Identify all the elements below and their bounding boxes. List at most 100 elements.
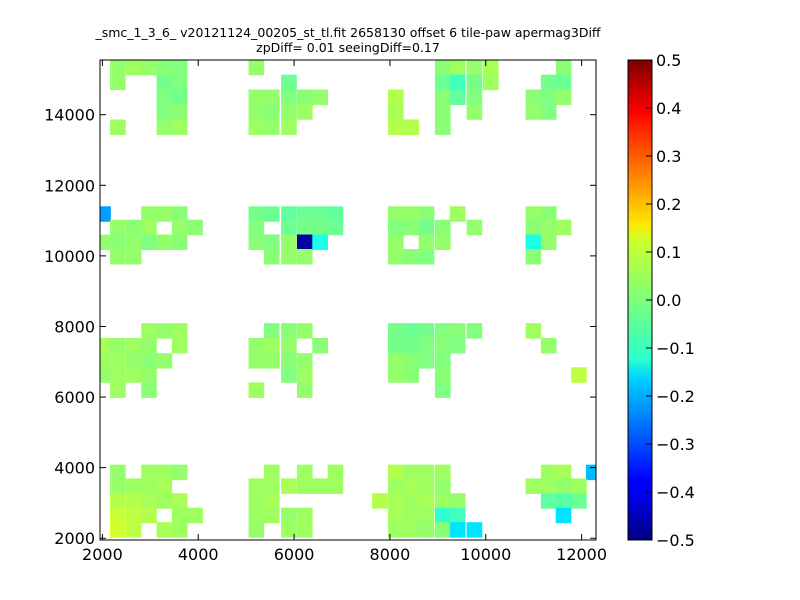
heatmap-cell bbox=[449, 89, 466, 105]
heatmap-cell bbox=[263, 478, 280, 494]
heatmap-cell bbox=[482, 60, 499, 76]
heatmap-cell bbox=[171, 89, 188, 105]
heatmap-cell bbox=[248, 119, 265, 135]
heatmap-cell bbox=[110, 119, 126, 135]
heatmap-cell bbox=[327, 219, 344, 236]
x-tick-label: 4000 bbox=[178, 545, 219, 564]
heatmap-cell bbox=[156, 234, 173, 251]
heatmap-cell bbox=[312, 337, 328, 354]
heatmap-cell bbox=[248, 219, 265, 236]
heatmap-cell bbox=[466, 323, 483, 339]
heatmap-cell bbox=[156, 60, 173, 76]
colorbar-labels: 0.5 0.4 0.3 0.2 0.1 0.0 −0.1 −0.2 −0.3 −… bbox=[656, 51, 695, 550]
y-tick-label: 6000 bbox=[54, 388, 95, 407]
heatmap-cell bbox=[156, 104, 173, 120]
heatmap-cell bbox=[434, 74, 451, 91]
heatmap-cell bbox=[281, 323, 297, 339]
heatmap-cell bbox=[466, 60, 483, 76]
heatmap-cell bbox=[171, 74, 188, 91]
heatmap-cell bbox=[555, 493, 572, 509]
chart-title: _smc_1_3_6_ v20121124_00205_st_tl.fit 26… bbox=[94, 25, 600, 40]
plot-frame bbox=[99, 59, 597, 541]
heatmap-cell bbox=[555, 60, 572, 76]
heatmap-cell bbox=[403, 119, 419, 135]
heatmap-cell bbox=[263, 323, 280, 339]
heatmap-cell bbox=[327, 464, 344, 481]
heatmap-cell bbox=[466, 104, 483, 120]
y-tick-label: 2000 bbox=[54, 529, 95, 548]
heatmap-cell bbox=[296, 464, 313, 481]
heatmap-cell bbox=[296, 206, 313, 222]
heatmap-cell bbox=[449, 522, 466, 538]
heatmap-cell bbox=[171, 119, 188, 135]
heatmap-cell bbox=[171, 60, 188, 76]
heatmap-cell bbox=[555, 219, 572, 236]
heatmap-cell bbox=[281, 104, 297, 120]
chart-subtitle: zpDiff= 0.01 seeingDiff=0.17 bbox=[256, 40, 440, 55]
heatmap-cell bbox=[388, 234, 404, 251]
heatmap-cell bbox=[263, 119, 280, 135]
heatmap-cell bbox=[571, 493, 587, 509]
heatmap-cell bbox=[156, 353, 173, 369]
heatmap-cell bbox=[312, 206, 328, 222]
heatmap-cell bbox=[281, 219, 297, 236]
heatmap-cell bbox=[434, 353, 451, 369]
heatmap-cell bbox=[110, 337, 126, 354]
heatmap-cell bbox=[388, 507, 404, 524]
heatmap-cell bbox=[263, 464, 280, 481]
heatmap-cell bbox=[141, 337, 157, 354]
heatmap-cell bbox=[296, 234, 313, 251]
heatmap-cell bbox=[388, 104, 404, 120]
heatmap-cell bbox=[434, 219, 451, 236]
heatmap-cell bbox=[434, 337, 451, 354]
colorbar-tick-label: −0.1 bbox=[656, 339, 695, 358]
heatmap-cell bbox=[434, 234, 451, 251]
heatmap-cell bbox=[141, 367, 157, 383]
heatmap-cell bbox=[100, 337, 111, 354]
heatmap-cell bbox=[125, 478, 142, 494]
heatmap-cell bbox=[156, 493, 173, 509]
heatmap-cell bbox=[125, 337, 142, 354]
heatmap-cell bbox=[263, 493, 280, 509]
heatmap-cell bbox=[388, 353, 404, 369]
heatmap-cell bbox=[110, 464, 126, 481]
heatmap-cell bbox=[540, 74, 557, 91]
heatmap-cell bbox=[449, 60, 466, 76]
heatmap-cell bbox=[540, 337, 557, 354]
colorbar-tick-label: 0.0 bbox=[656, 291, 681, 310]
heatmap-cell bbox=[525, 206, 542, 222]
y-tick-label: 14000 bbox=[44, 106, 95, 125]
heatmap-cell bbox=[388, 206, 404, 222]
heatmap-cell bbox=[388, 493, 404, 509]
heatmap-cell bbox=[403, 522, 419, 538]
heatmap-cell bbox=[248, 89, 265, 105]
heatmap-cell bbox=[403, 249, 419, 265]
heatmap-cell bbox=[403, 219, 419, 236]
heatmap-cell bbox=[263, 337, 280, 354]
y-tick-label: 4000 bbox=[54, 459, 95, 478]
heatmap-cells bbox=[100, 60, 597, 538]
heatmap-cell bbox=[388, 119, 404, 135]
heatmap-cell bbox=[281, 367, 297, 383]
heatmap-cell bbox=[100, 367, 111, 383]
heatmap-cell bbox=[263, 234, 280, 251]
heatmap-cell bbox=[388, 478, 404, 494]
heatmap-cell bbox=[281, 206, 297, 222]
heatmap-cell bbox=[555, 74, 572, 91]
heatmap-cell bbox=[141, 507, 157, 524]
heatmap-cell bbox=[434, 478, 451, 494]
heatmap-cell bbox=[571, 367, 587, 383]
heatmap-cell bbox=[434, 522, 451, 538]
heatmap-cell bbox=[296, 89, 313, 105]
heatmap-cell bbox=[296, 367, 313, 383]
heatmap-cell bbox=[110, 249, 126, 265]
heatmap-cell bbox=[281, 522, 297, 538]
heatmap-cell bbox=[555, 464, 572, 481]
heatmap-cell bbox=[248, 234, 265, 251]
heatmap-cell bbox=[248, 353, 265, 369]
heatmap-cell bbox=[125, 353, 142, 369]
heatmap-cell bbox=[100, 234, 111, 251]
heatmap-cell bbox=[388, 337, 404, 354]
heatmap-cell bbox=[248, 60, 265, 76]
heatmap-cell bbox=[540, 478, 557, 494]
